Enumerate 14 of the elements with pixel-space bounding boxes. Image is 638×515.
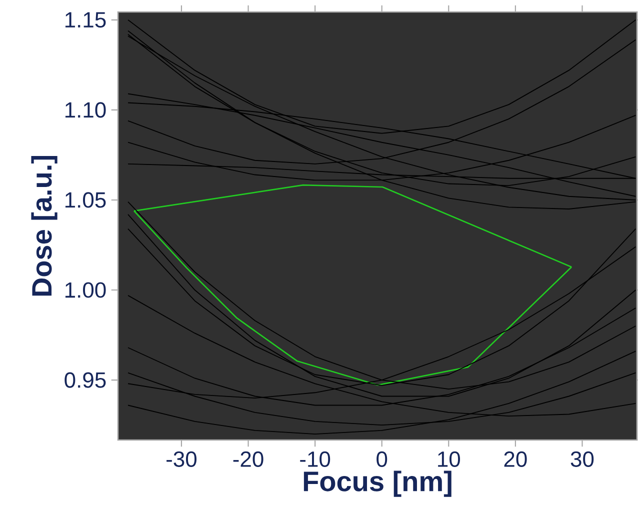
y-axis-title: Dose [a.u.] (31, 156, 58, 296)
x-axis-title: Focus [nm] (304, 470, 452, 497)
x-tick-label: 10 (438, 451, 460, 467)
x-tick-label: 0 (376, 451, 388, 467)
x-tick-label: -30 (166, 451, 196, 467)
y-tick-label: 1.10 (65, 102, 106, 118)
y-tick-label: 0.95 (64, 372, 106, 388)
x-tick-label: 20 (504, 451, 527, 467)
x-tick-label: 30 (570, 451, 594, 467)
y-tick-label: 1.05 (65, 192, 106, 208)
x-tick-label: -10 (300, 451, 330, 467)
y-tick-label: 1.15 (65, 12, 106, 28)
x-tick-label: -20 (233, 451, 264, 467)
y-tick-label: 1.00 (65, 282, 106, 298)
